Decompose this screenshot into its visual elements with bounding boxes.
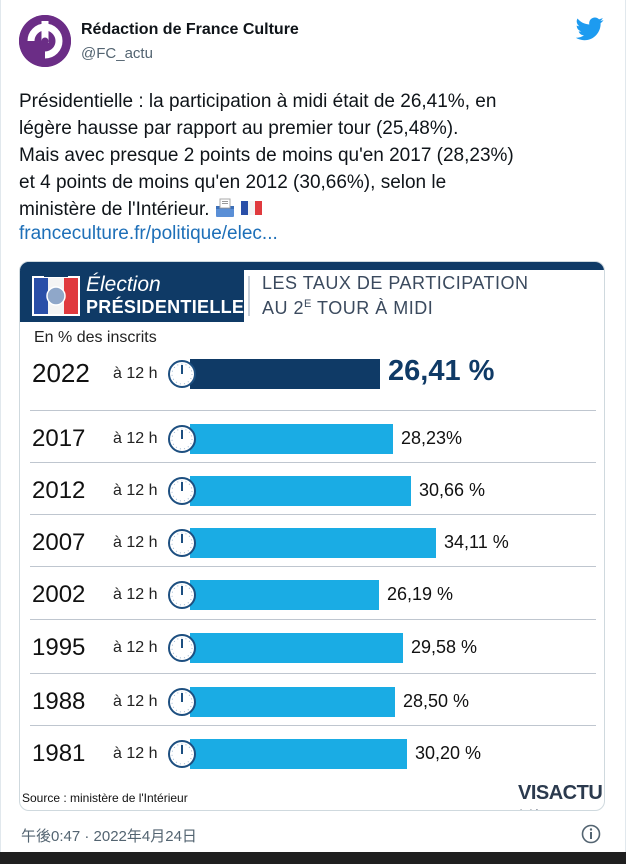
value-label: 28,50 %: [403, 691, 470, 711]
value-label: 28,23%: [401, 428, 463, 448]
year-label: 1988: [32, 688, 86, 715]
row-separator: [30, 514, 596, 515]
row-separator: [30, 619, 596, 620]
bar: [190, 687, 395, 717]
clock-icon: [167, 687, 197, 717]
clock-icon: [167, 739, 197, 769]
brand-presidentielle: PRÉSIDENTIELLE: [86, 297, 245, 317]
title-superscript: E: [304, 298, 312, 310]
row-separator: [30, 462, 596, 463]
card-header: Élection PRÉSIDENTIELLE LES TAUX DE PART…: [20, 262, 604, 322]
france-culture-logo-icon: [19, 15, 71, 67]
info-icon[interactable]: [581, 824, 601, 844]
value-label: 34,11 %: [444, 532, 509, 552]
chart-row: 1988 à 12 h 28,50 %: [20, 685, 604, 735]
tweet-link[interactable]: franceculture.fr/politique/elec...: [19, 223, 278, 244]
year-label: 2002: [32, 581, 86, 608]
clock-icon: [167, 528, 197, 558]
hour-label: à 12 h: [113, 586, 158, 603]
title-part: AU 2: [262, 298, 305, 318]
bar: [190, 580, 379, 610]
tweet-text: Présidentielle : la participation à midi…: [19, 88, 609, 223]
chart-row: 2012 à 12 h 30,66 %: [20, 474, 604, 524]
chart-row: 1981 à 12 h 30,20 %: [20, 737, 604, 787]
hour-label: à 12 h: [113, 534, 158, 551]
hour-label: à 12 h: [113, 693, 158, 710]
chart-row: 2017 à 12 h 28,23%: [20, 422, 604, 472]
year-label: 2022: [32, 358, 90, 388]
clock-icon: [167, 580, 197, 610]
row-separator: [30, 673, 596, 674]
value-label: 30,66 %: [419, 480, 486, 500]
value-label: 26,41 %: [388, 355, 495, 387]
visactu-logo: VISACTU: [518, 782, 604, 810]
chart-row: 1995 à 12 h 29,58 %: [20, 631, 604, 681]
bar: [190, 424, 393, 454]
year-label: 2017: [32, 425, 86, 452]
bar: [190, 633, 403, 663]
bar: [190, 476, 411, 506]
tweet-line: et 4 points de moins qu'en 2012 (30,66%)…: [19, 172, 447, 193]
chart-row: 2002 à 12 h 26,19 %: [20, 578, 604, 628]
value-label: 30,20 %: [415, 743, 482, 763]
logo-text: VISACTU: [518, 782, 603, 804]
clock-icon: [167, 424, 197, 454]
header-divider: [248, 276, 250, 316]
tweet-line: ministère de l'Intérieur.: [19, 196, 609, 223]
chart-row: 2022 à 12 h 26,41 %: [20, 355, 604, 411]
value-label: 29,58 %: [411, 637, 478, 657]
year-label: 2007: [32, 529, 86, 556]
tweet-line-text: ministère de l'Intérieur.: [19, 199, 210, 220]
clock-icon: [167, 633, 197, 663]
tweet-line: Mais avec presque 2 points de moins qu'e…: [19, 145, 514, 166]
bar: [190, 739, 407, 769]
title-part: TOUR À MIDI: [311, 298, 434, 318]
tweet-line: légère hausse par rapport au premier tou…: [19, 118, 459, 139]
bar: [190, 359, 380, 389]
header-band: [20, 262, 604, 270]
author-name[interactable]: Rédaction de France Culture: [81, 21, 299, 38]
clock-icon: [167, 476, 197, 506]
row-separator: [30, 410, 596, 411]
avatar[interactable]: [19, 15, 71, 67]
chart-subtitle: En % des inscrits: [34, 329, 157, 346]
clock-icon: [167, 359, 197, 389]
twitter-bird-icon[interactable]: [576, 17, 604, 41]
author-handle[interactable]: @FC_actu: [81, 45, 153, 62]
row-separator: [30, 725, 596, 726]
visactu-mark-icon: [520, 809, 538, 810]
year-label: 1995: [32, 634, 86, 661]
ballot-box-icon: [32, 274, 80, 316]
tweet-timestamp[interactable]: 午後0:47 · 2022年4月24日: [21, 828, 197, 845]
france-flag-icon: [240, 201, 262, 215]
year-label: 2012: [32, 477, 86, 504]
hour-label: à 12 h: [113, 482, 158, 499]
chart-title-line2: AU 2E TOUR À MIDI: [262, 298, 433, 319]
value-label: 26,19 %: [387, 584, 454, 604]
hour-label: à 12 h: [113, 639, 158, 656]
bar: [190, 528, 436, 558]
chart-row: 2007 à 12 h 34,11 %: [20, 526, 604, 576]
chart-source: Source : ministère de l'Intérieur: [22, 791, 188, 805]
hour-label: à 12 h: [113, 430, 158, 447]
hour-label: à 12 h: [113, 365, 158, 382]
year-label: 1981: [32, 740, 86, 767]
taskbar-strip: [0, 852, 626, 864]
chart-title-line1: LES TAUX DE PARTICIPATION: [262, 273, 529, 293]
tweet-line: Présidentielle : la participation à midi…: [19, 91, 497, 112]
hour-label: à 12 h: [113, 745, 158, 762]
brand-election: Élection: [86, 273, 161, 296]
ballot-box-icon: [215, 198, 234, 217]
infographic-card[interactable]: Élection PRÉSIDENTIELLE LES TAUX DE PART…: [19, 261, 605, 811]
row-separator: [30, 566, 596, 567]
